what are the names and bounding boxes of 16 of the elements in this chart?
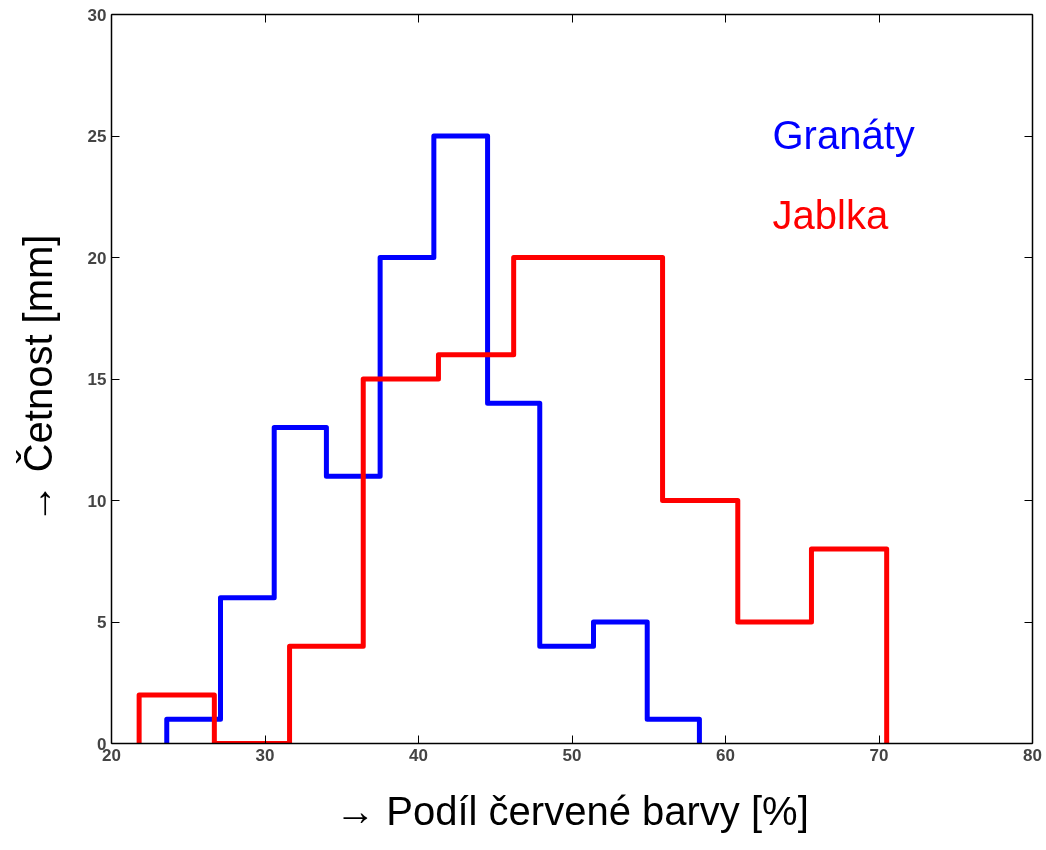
x-tick-label: 80 <box>1023 745 1042 765</box>
x-tick-label: 30 <box>255 745 275 765</box>
y-tick-label: 25 <box>87 127 107 146</box>
y-tick-label: 20 <box>87 248 107 268</box>
y-tick-label: 30 <box>87 5 107 25</box>
x-tick-label: 70 <box>869 745 889 765</box>
x-tick-label: 50 <box>562 745 582 765</box>
text: Granáty <box>772 112 915 157</box>
text: Jablka <box>772 192 889 237</box>
y-tick-label: 15 <box>87 370 107 389</box>
y-tick-label: 10 <box>87 491 107 511</box>
x-axis-title: → Podíl červené barvy [%] <box>335 788 809 833</box>
y-tick-label: 5 <box>97 613 107 632</box>
y-axis-title: → Četnost [mm] <box>15 234 60 524</box>
x-tick-label: 60 <box>716 745 735 765</box>
x-tick-label: 40 <box>409 745 428 765</box>
